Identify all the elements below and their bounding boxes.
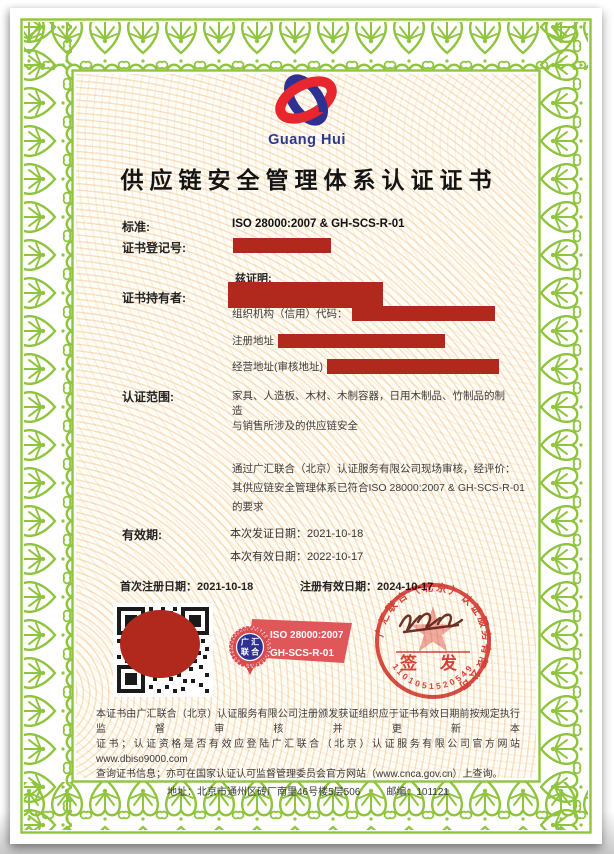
certification-badge-icon: ISO 28000:2007 GH-SCS-R-01 GUANGHUI UNIT… [226,611,352,675]
qr-code [113,603,213,697]
redacted-biz-address [327,359,499,374]
footer-line1: 本证书由广汇联合（北京）认证服务有限公司注册颁发获证组织应于证书有效日期前按规定… [96,709,520,735]
qr-redaction-ellipse [120,610,200,678]
first-registration-date: 首次注册日期：2021-10-18 [120,581,254,593]
stamp-issue-text: 签 发 [399,653,466,673]
holder-label: 证书持有者: [122,291,186,305]
badge-code-text: GH-SCS-R-01 [270,648,334,659]
badge-emblem-top-text: 广 汇 [241,637,259,647]
footer-line3: 查询证书信息；亦可在国家认证认可监督管理委员会官方网站（www.cnca.gov… [96,769,503,780]
redacted-cert-no [233,238,331,253]
footer-postal: 邮编：101121 [386,787,449,798]
badge-iso-text: ISO 28000:2007 [270,630,344,641]
footer-note: 本证书由广汇联合（北京）认证服务有限公司注册颁发获证组织应于证书有效日期前按规定… [96,707,520,800]
scope-line2: 与销售所涉及的供应链安全 [232,420,358,432]
footer-address: 地址：北京市通州区砖厂南里46号楼5层506 [166,787,361,798]
brand-name: Guang Hui [268,132,346,148]
valid-date: 本次有效日期：2022-10-17 [230,551,364,563]
scope-value: 家具、人造板、木材、木制容器，日用木制品、竹制品的制造 与销售所涉及的供应链安全 [232,389,512,434]
org-code-label: 组织机构（信用）代码： [232,308,348,320]
issuer-stamp-icon: 广汇联合（北京）认证服务有限公司 签 发 1101051520549 [373,581,491,699]
redacted-reg-address [278,333,445,348]
cert-no-label: 证书登记号: [122,241,186,255]
reg-address-label: 注册地址 [232,335,274,347]
standard-label: 标准: [122,220,150,234]
audit-statement-line2: 其供应链安全管理体系已符合ISO 28000:2007 & GH-SCS-R-0… [232,482,525,513]
issue-date: 本次发证日期：2021-10-18 [230,528,364,540]
signature-scribble [398,612,464,634]
ornamental-border [20,18,592,834]
audit-statement: 通过广汇联合（北京）认证服务有限公司现场审核，经评价： 其供应链安全管理体系已符… [232,460,532,517]
redacted-holder [228,282,383,308]
scope-label: 认证范围: [122,390,174,404]
biz-address-label: 经营地址(审核地址) [232,361,323,373]
audit-statement-line1: 通过广汇联合（北京）认证服务有限公司现场审核，经评价： [232,463,516,475]
footer-line2: 证书；认证资格是否有效应登陆广汇联合（北京）认证服务有限公司官方网站www.db… [96,739,520,765]
validity-label: 有效期: [122,528,162,542]
standard-value: ISO 28000:2007 & GH-SCS-R-01 [232,218,405,230]
redacted-org-code [351,306,495,321]
certificate-title: 供应链安全管理体系认证证书 [120,167,498,193]
scope-line1: 家具、人造板、木材、木制容器，日用木制品、竹制品的制造 [232,390,505,417]
brand-logo-icon [275,74,337,126]
certificate-page: Guang Hui 供应链安全管理体系认证证书 标准: ISO 28000:20… [10,8,602,844]
badge-emblem-bottom-text: 联 合 [241,647,260,657]
registration-valid-date: 注册有效日期：2024-10-17 [300,581,434,593]
